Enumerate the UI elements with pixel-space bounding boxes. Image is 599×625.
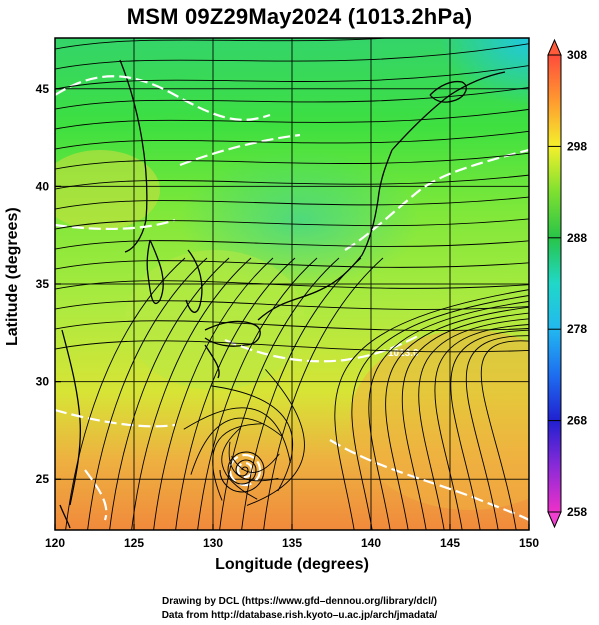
streamline [450,329,529,530]
colorbar-tick-label: 288 [567,231,587,245]
streamline [55,130,529,150]
colorbar-tick-label: 298 [567,139,587,153]
x-tick-label: 140 [361,536,381,550]
y-tick-label: 40 [36,179,50,193]
streamline [221,427,258,500]
x-tick-label: 150 [519,536,539,550]
streamline [175,257,296,530]
streamline [55,218,529,230]
streamline [131,257,252,530]
x-tick-label: 125 [124,536,144,550]
streamline [153,257,274,530]
streamline [219,257,340,530]
streamline [87,257,208,530]
streamline [197,257,318,530]
streamline [385,306,529,530]
colorbar-tick-label: 258 [567,505,587,519]
streamline [55,43,529,70]
x-tick-label: 135 [282,536,302,550]
y-tick-label: 45 [36,82,50,96]
streamline [418,318,529,530]
chart-title: MSM 09Z29May2024 (1013.2hPa) [126,4,473,29]
wind-streamlines [55,38,529,530]
x-tick-label: 145 [440,536,460,550]
streamline [434,324,529,530]
credit-drawing: Drawing by DCL (https://www.gfd–dennou.o… [161,596,437,607]
colorbar-tick-label: 268 [567,414,587,428]
streamline [55,65,529,90]
streamline [55,196,529,210]
contour-label: 1013.0 [388,348,419,359]
pressure-contours [55,75,529,521]
colorbar-top-arrow [547,38,562,56]
streamline [351,295,529,530]
colorbar-gradient [547,54,562,513]
cyclone-spiral [219,451,265,493]
y-tick-label: 25 [36,472,50,486]
colorbar-bottom-arrow [547,511,562,529]
credit-data: Data from http://database.rish.kyoto–u.a… [161,610,438,621]
colorbar-tick-label: 308 [567,48,587,62]
streamline [55,260,529,270]
x-axis-label: Longitude (degrees) [215,556,369,573]
temperature-field: 1013.0 [55,38,529,530]
streamline [190,417,283,475]
y-axis-ticks: 25 30 35 40 45 [36,82,61,486]
streamline [401,312,529,530]
x-axis-ticks: 120 125 130 135 140 145 150 [45,524,539,550]
streamline [55,240,529,250]
x-tick-label: 120 [45,536,65,550]
streamline [465,335,529,530]
streamline [55,300,529,310]
y-tick-label: 35 [36,277,50,291]
streamline [246,369,305,506]
streamline [368,301,529,530]
colorbar: 308 298 288 278 268 258 [547,38,587,529]
streamline [55,174,529,190]
streamline [55,38,393,50]
streamline [212,423,262,501]
streamline [211,385,294,492]
y-axis-label: Latitude (degrees) [4,207,21,346]
streamline [231,453,280,473]
streamline [183,407,291,463]
x-tick-label: 130 [203,536,223,550]
streamline [480,340,529,530]
coastlines [59,59,506,529]
y-tick-label: 30 [36,375,50,389]
streamline [109,257,230,530]
streamline [55,340,529,353]
streamline [65,257,186,530]
streamline [55,108,529,130]
streamline [55,86,529,110]
streamline [263,257,384,530]
colorbar-ticks: 308 298 288 278 268 258 [548,48,587,519]
streamline [334,289,529,530]
streamline [55,280,529,290]
streamline [55,152,529,170]
colorbar-tick-label: 278 [567,322,587,336]
streamline [241,257,362,530]
